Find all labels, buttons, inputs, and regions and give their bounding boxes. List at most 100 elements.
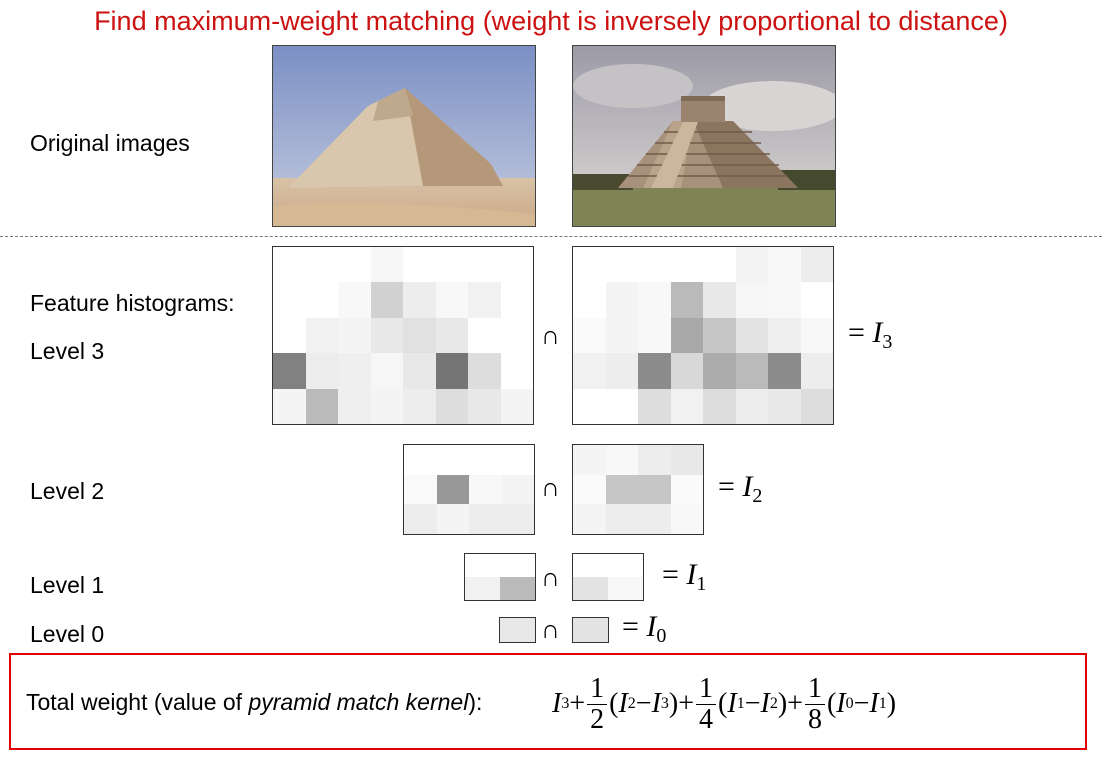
histogram-bin [370,317,403,354]
formula-subscript: 3 [561,695,570,712]
section-divider [0,236,1102,237]
histogram-bin [573,618,608,642]
numerator: 1 [807,672,822,704]
histogram-bin [670,282,703,318]
slide-title: Find maximum-weight matching (weight is … [94,6,1008,36]
formula-subscript: 2 [627,695,636,712]
histogram-bin [670,445,703,475]
histogram-bin [638,353,671,389]
histogram-bin [768,317,801,354]
histogram-bin [638,474,671,505]
bent-pyramid-photo [272,45,536,227]
histogram-bin [638,282,671,318]
histogram-bin [638,504,671,534]
histogram-bin [735,353,768,389]
histogram-bin [501,474,534,505]
formula-subscript: 1 [736,695,745,712]
level-subscript: 3 [882,331,893,353]
histogram-bin [735,317,768,354]
histogram-bin [465,577,500,600]
histogram-bin [403,317,436,354]
formula-I: I [552,688,562,719]
open-paren: ( [609,688,619,719]
histogram-bin [273,247,306,283]
formula-I: I [836,688,846,719]
histogram-bin [436,474,469,505]
histogram-bin [403,353,436,389]
histogram-bin [501,504,534,534]
histogram-bin [435,317,468,354]
histogram-bin [605,353,638,389]
histogram-bin [768,247,801,283]
histogram-bin [468,353,501,389]
histogram-bin [703,353,736,389]
histogram-level3-image1 [272,246,534,425]
histogram-bin [436,504,469,534]
histogram-bin [370,247,403,283]
histogram-bin [768,388,801,424]
histogram-bin [500,282,533,318]
formula-subscript: 3 [660,695,669,712]
intersection-symbol: ∩ [541,562,560,592]
total-suffix: ): [468,689,483,715]
histogram-bin [305,388,338,424]
intersection-I: I [742,470,753,503]
histogram-bin [768,282,801,318]
total-prefix: Total weight (value of [26,689,249,715]
open-paren: ( [718,688,728,719]
chichen-itza-photo [572,45,836,227]
histogram-bin [273,317,306,354]
histogram-bin [605,282,638,318]
histogram-bin [638,317,671,354]
open-paren: ( [826,688,837,719]
formula-I: I [651,688,661,719]
histogram-bin [573,577,608,600]
intersection-symbol: ∩ [541,320,560,350]
histogram-bin [573,317,606,354]
intersection-result-level2: = I2 [718,470,762,508]
histogram-bin [338,247,371,283]
level-3-label: Level 3 [30,338,105,364]
histogram-bin [703,388,736,424]
histogram-bin [703,282,736,318]
histogram-bin [800,353,833,389]
histogram-bin [735,388,768,424]
histogram-bin [573,554,608,577]
histogram-bin [469,504,502,534]
intersection-result-level0: = I0 [622,610,666,648]
formula-subscript: 2 [769,695,778,712]
histogram-bin [338,353,371,389]
histogram-bin [305,353,338,389]
histogram-bin [404,445,437,475]
histogram-level2-image2 [572,444,704,535]
histogram-bin [435,282,468,318]
denominator: 8 [807,703,822,735]
histogram-level0-image1 [499,617,536,643]
histogram-bin [404,504,437,534]
histogram-bin [735,282,768,318]
histogram-bin [370,282,403,318]
histogram-bin [500,317,533,354]
numerator: 1 [590,672,605,704]
histogram-bin [468,317,501,354]
histogram-bin [338,317,371,354]
formula-I: I [618,688,628,719]
histogram-bin [608,554,643,577]
histogram-level1-image1 [464,553,536,601]
histogram-bin [500,388,533,424]
intersection-I: I [686,558,697,591]
histogram-bin [670,388,703,424]
histogram-bin [768,353,801,389]
histogram-bin [305,247,338,283]
plus-sign: + [569,688,586,719]
histogram-level2-image1 [403,444,535,535]
histogram-bin [469,445,502,475]
histogram-bin [435,247,468,283]
intersection-I: I [646,610,657,643]
kernel-name: pyramid match kernel [248,689,469,715]
intersection-I: I [872,316,883,349]
